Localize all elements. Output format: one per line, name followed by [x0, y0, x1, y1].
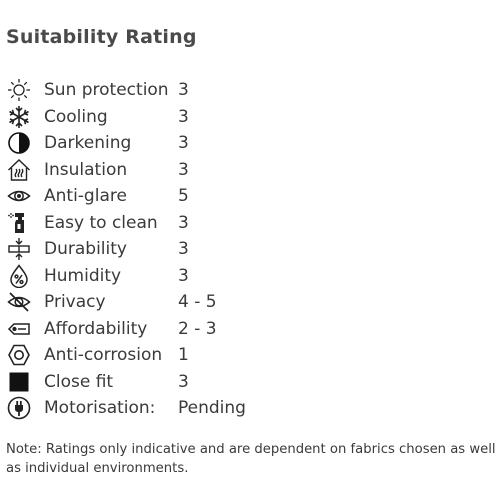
rating-row-cooling: Cooling 3: [0, 104, 500, 130]
rating-label: Affordability: [44, 318, 148, 339]
rating-label: Darkening: [44, 133, 132, 153]
rating-row-anti-glare: Anti-glare 5: [0, 183, 500, 209]
rating-label: Sun protection: [44, 80, 169, 100]
rating-value: 3: [178, 80, 189, 100]
rating-label: Privacy: [44, 292, 106, 312]
rating-row-humidity: Humidity 3: [0, 263, 500, 289]
rating-row-close-fit: Close fit 3: [0, 369, 500, 395]
snowflake-icon: [5, 104, 33, 130]
half-circle-icon: [5, 130, 33, 156]
rating-value: 3: [178, 239, 189, 259]
rating-label: Insulation: [44, 159, 128, 180]
rating-value: 3: [178, 265, 189, 286]
durability-icon: [5, 236, 33, 262]
rating-label: Anti-glare: [44, 186, 127, 206]
rating-label: Humidity: [44, 265, 122, 286]
house-heat-icon: [5, 157, 33, 183]
rating-value: 3: [178, 106, 189, 127]
rating-row-anti-corrosion: Anti-corrosion 1: [0, 342, 500, 368]
rating-value: 3: [178, 159, 189, 180]
rating-value: 1: [178, 345, 189, 365]
section-title: Suitability Rating: [6, 26, 197, 48]
rating-label: Easy to clean: [44, 212, 158, 233]
sun-icon: [5, 77, 33, 103]
rating-row-easy-to-clean: Easy to clean 3: [0, 210, 500, 236]
eye-slash-icon: [5, 289, 33, 315]
hex-nut-icon: [5, 342, 33, 368]
rating-row-durability: Durability 3: [0, 236, 500, 262]
rating-row-insulation: Insulation 3: [0, 157, 500, 183]
humidity-drop-icon: [5, 263, 33, 289]
square-icon: [5, 369, 33, 395]
price-tag-icon: [5, 316, 33, 342]
rating-label: Anti-corrosion: [44, 345, 163, 365]
rating-value: 2 - 3: [178, 318, 217, 339]
rating-label: Motorisation:: [44, 398, 156, 418]
rating-row-privacy: Privacy 4 - 5: [0, 289, 500, 315]
rating-label: Durability: [44, 239, 127, 259]
rating-value: 4 - 5: [178, 292, 217, 312]
rating-value: 3: [178, 133, 189, 153]
rating-label: Close fit: [44, 371, 114, 392]
eye-icon: [5, 183, 33, 209]
rating-value: 3: [178, 212, 189, 233]
rating-value: 3: [178, 371, 189, 392]
spray-bottle-icon: [5, 210, 33, 236]
plug-icon: [5, 395, 33, 421]
rating-row-motorisation: Motorisation: Pending: [0, 395, 500, 421]
rating-row-affordability: Affordability 2 - 3: [0, 316, 500, 342]
disclaimer-note: Note: Ratings only indicative and are de…: [6, 442, 496, 476]
rating-row-darkening: Darkening 3: [0, 130, 500, 156]
rating-row-sun-protection: Sun protection 3: [0, 77, 500, 103]
rating-value: Pending: [178, 398, 246, 418]
rating-value: 5: [178, 186, 189, 206]
rating-label: Cooling: [44, 106, 108, 127]
